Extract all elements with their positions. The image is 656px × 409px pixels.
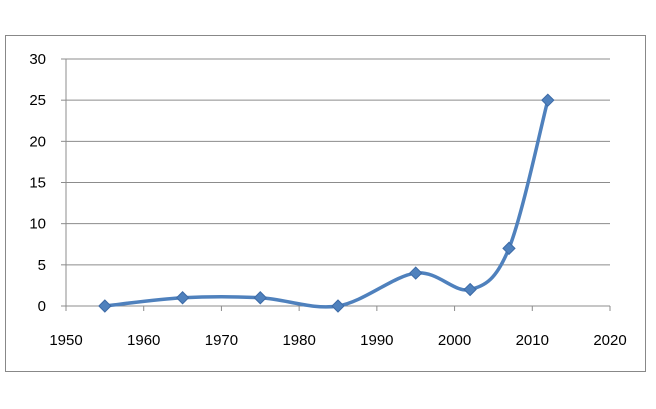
data-point-marker	[463, 282, 477, 297]
x-tick-label: 1950	[49, 332, 82, 349]
x-tick-label: 1960	[127, 332, 160, 349]
series-group	[98, 93, 555, 313]
y-tick-label: 25	[29, 92, 46, 109]
x-tick-label: 2010	[516, 332, 549, 349]
data-point-marker	[409, 266, 423, 280]
data-point-marker	[331, 299, 345, 313]
series-line	[103, 98, 550, 309]
y-tick-label: 15	[29, 175, 46, 192]
grid-lines	[66, 58, 610, 266]
x-tick-label: 2000	[438, 332, 471, 349]
data-point-marker	[253, 291, 267, 305]
x-tick-label: 2020	[593, 332, 626, 349]
y-tick-label: 30	[29, 51, 46, 68]
y-tick-label: 5	[38, 257, 46, 274]
data-point-marker	[175, 291, 190, 305]
x-tick-label: 1990	[360, 332, 393, 349]
chart-frame	[5, 35, 646, 372]
x-tick-label: 1980	[282, 332, 315, 349]
data-point-marker	[541, 93, 555, 107]
y-tick-label: 10	[29, 216, 46, 233]
x-axis-ticks: 1950 1960 1970 1980 1990 2000 2010 2020	[49, 306, 627, 349]
x-tick-label: 1970	[205, 332, 238, 349]
data-point-marker	[502, 241, 516, 256]
y-tick-label: 20	[29, 133, 46, 150]
y-axis-ticks: 0 5 10 15 20 25 30	[29, 51, 66, 315]
data-point-marker	[98, 299, 112, 313]
y-tick-label: 0	[38, 298, 46, 315]
